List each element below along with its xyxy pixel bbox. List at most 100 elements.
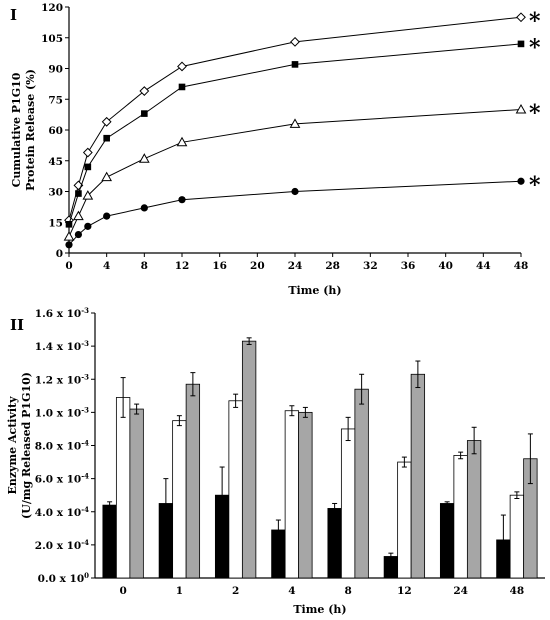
panel-2-x-tick-label: 4	[288, 585, 295, 597]
panel-2-x-axis-title: Time (h)	[293, 603, 346, 616]
panel-2-y-tick-label: 1.4 x 10-3	[35, 339, 89, 353]
panel-1-x-tick-label: 12	[175, 260, 190, 272]
panel-2-x-tick-label: 2	[232, 585, 239, 597]
series-line	[68, 43, 522, 225]
panel-1: I Cumulative P1G10 Protein Release (%) 0 1…	[10, 2, 541, 297]
panel-1-x-tick-label: 48	[514, 260, 529, 272]
panel-1-x-tick-label: 20	[250, 260, 265, 272]
data-point-filled-square	[178, 83, 186, 91]
data-point-filled-circle	[178, 196, 186, 204]
bar-group: 8	[327, 373, 369, 597]
significance-asterisk: *	[529, 172, 541, 198]
panel-2-y-tick-label: 1.6 x 10-3	[35, 306, 89, 320]
panel-2-y-tick-label: 6.0 x 10-4	[35, 472, 89, 486]
bar	[241, 340, 257, 579]
significance-asterisk: *	[529, 35, 541, 61]
panel-1-y-axis-title-line: Protein Release (%)	[24, 69, 37, 191]
panel-2-y-tick-label: 2.0 x 10-4	[35, 538, 89, 552]
panel-2-y-tick-label: 0.0 x 100	[38, 571, 89, 585]
panel-1-y-tick-label: 120	[41, 2, 63, 14]
bar-group: 2	[214, 337, 257, 597]
panel-2-x-tick-label: 12	[397, 585, 412, 597]
panel-1-y-tick-label: 45	[48, 156, 63, 168]
bar	[466, 440, 482, 579]
bar	[439, 503, 455, 579]
bar	[185, 383, 201, 579]
data-point-open-triangle	[73, 210, 84, 221]
panel-2-x-tick-label: 48	[510, 585, 525, 597]
panel-2-y-tick-label: 1.0 x 10-3	[35, 405, 89, 419]
bar	[340, 428, 356, 579]
panel-1-x-tick-label: 28	[325, 260, 340, 272]
bar	[102, 504, 117, 579]
data-point-open-triangle	[176, 136, 188, 147]
data-point-open-triangle	[101, 171, 113, 182]
panel-2-label: II	[10, 316, 24, 334]
data-point-filled-square	[84, 163, 92, 171]
bar	[453, 455, 468, 579]
panel-2-y-axis-title-line: (U/mg Released P1G10)	[20, 372, 33, 519]
panel-1-y-tick-label: 75	[48, 94, 63, 106]
panel-1-y-axis-title-line: Cumulative P1G10	[10, 72, 23, 187]
panel-2-y-tick-label: 1.2 x 10-3	[35, 372, 89, 386]
data-point-filled-circle	[140, 204, 148, 212]
bar-group: 24	[439, 426, 482, 597]
panel-1-series: ****	[63, 8, 541, 249]
data-point-filled-square	[103, 134, 110, 142]
panel-1-x-axis-title: Time (h)	[288, 284, 341, 297]
bar-group: 48	[496, 433, 538, 597]
panel-1-x-tick-label: 0	[65, 260, 72, 272]
bar-group: 12	[383, 360, 426, 597]
data-point-open-triangle	[82, 190, 94, 200]
significance-asterisk: *	[529, 101, 541, 127]
data-point-open-diamond	[290, 36, 300, 47]
bar-group: 1	[158, 372, 201, 597]
bar	[509, 494, 525, 579]
panel-1-x-tick-label: 32	[363, 260, 378, 272]
panel-1-y-tick-label: 105	[41, 33, 63, 45]
panel-2-y-tick-label: 8.0 x 10-4	[35, 439, 89, 453]
bar	[115, 397, 131, 579]
data-point-filled-square	[75, 190, 82, 197]
panel-1-x-tick-label: 8	[141, 260, 148, 272]
data-point-filled-square	[141, 110, 148, 117]
series-line	[68, 109, 522, 237]
panel-2-y-tick-label: 4.0 x 10-4	[35, 505, 89, 519]
bar-group: 4	[271, 405, 313, 597]
data-point-filled-square	[517, 40, 525, 48]
panel-2-y-axis-title: Enzyme Activity (U/mg Released P1G10)	[6, 372, 33, 519]
panel-2-x-tick-label: 8	[344, 585, 351, 597]
bar	[354, 388, 369, 579]
data-point-filled-circle	[103, 212, 111, 220]
data-point-open-triangle	[63, 231, 75, 241]
panel-1-y-tick-label: 15	[48, 217, 63, 229]
data-point-open-triangle	[138, 153, 150, 163]
panel-2: II Enzyme Activity (U/mg Released P1G10) …	[6, 306, 545, 616]
panel-1-y-tick-label: 60	[48, 125, 63, 137]
panel-2-x-tick-label: 24	[453, 585, 468, 597]
bar	[410, 373, 426, 579]
panel-2-x-tick-label: 0	[119, 585, 126, 597]
panel-2-bars: 0 1 2 4 8 12 24 48	[102, 337, 538, 597]
series-line	[68, 16, 522, 221]
data-point-filled-circle	[84, 222, 92, 230]
series-filled-square: *	[65, 35, 541, 228]
data-point-filled-circle	[517, 177, 525, 185]
series-open-diamond: *	[64, 8, 541, 226]
data-point-open-triangle	[289, 118, 301, 128]
bar	[129, 408, 144, 579]
data-point-open-triangle	[515, 103, 527, 114]
panel-1-x-tick-label: 24	[288, 260, 303, 272]
data-point-open-diamond	[177, 61, 187, 72]
bar-group: 0	[102, 377, 144, 597]
panel-1-y-tick-label: 0	[56, 248, 63, 260]
panel-2-axes: 0.0 x 100 2.0 x 10-4 4.0 x 10-4 6.0 x 10-4 8…	[35, 306, 545, 585]
bar	[172, 420, 187, 579]
panel-1-x-tick-label: 40	[438, 260, 453, 272]
data-point-filled-circle	[291, 187, 299, 196]
significance-asterisk: *	[529, 8, 541, 34]
panel-1-y-tick-label: 30	[48, 187, 63, 199]
panel-1-x-tick-label: 36	[401, 260, 416, 272]
bar	[284, 410, 300, 579]
